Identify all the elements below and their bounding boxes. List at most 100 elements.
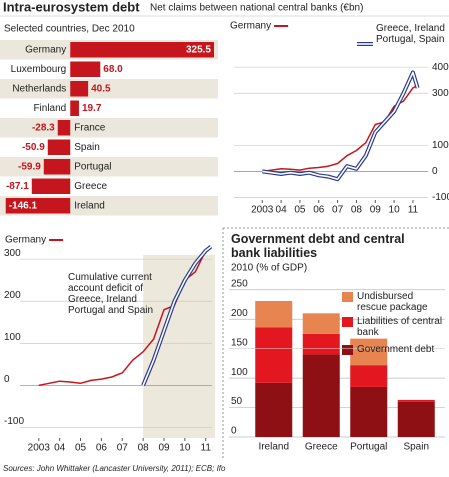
legend-label: Government debt bbox=[357, 344, 435, 355]
bar-segment bbox=[302, 333, 340, 355]
bar-segment bbox=[255, 327, 293, 383]
bar-segment bbox=[302, 313, 340, 334]
x-tick-label: 2003 bbox=[251, 205, 274, 216]
y-tick-label: 200 bbox=[231, 308, 248, 319]
page-title: Intra-eurosystem debt bbox=[3, 0, 140, 14]
x-tick-label: 11 bbox=[408, 205, 419, 216]
series-line bbox=[262, 70, 420, 182]
bar-segment bbox=[350, 386, 388, 437]
source: Sources: John Whittaker (Lancaster Unive… bbox=[3, 464, 226, 473]
value-label: -59.9 bbox=[18, 161, 41, 172]
y-tick-label: 0 bbox=[432, 166, 438, 177]
category-label: Ireland bbox=[74, 200, 105, 211]
x-tick-label: Ireland bbox=[258, 442, 289, 453]
y-tick-label: 0 bbox=[4, 374, 10, 385]
category-label: France bbox=[74, 122, 106, 133]
bar-segment bbox=[350, 365, 388, 387]
row-band bbox=[0, 118, 218, 138]
bar-segment bbox=[255, 382, 293, 437]
y-tick-label: -100 bbox=[432, 192, 449, 203]
x-tick-label: 05 bbox=[294, 205, 306, 216]
x-tick-label: 10 bbox=[389, 205, 401, 216]
x-tick-label: 05 bbox=[75, 443, 87, 454]
y-tick-label: -100 bbox=[4, 416, 24, 427]
x-tick-label: 04 bbox=[276, 205, 288, 216]
bar-segment bbox=[302, 354, 340, 437]
y-tick-label: 100 bbox=[231, 367, 248, 378]
bar bbox=[70, 61, 101, 77]
y-tick-label: 0 bbox=[231, 426, 237, 437]
value-label: -87.1 bbox=[6, 181, 29, 192]
y-tick-label: 300 bbox=[432, 88, 449, 99]
x-tick-label: 07 bbox=[117, 443, 129, 454]
value-label: -146.1 bbox=[9, 200, 38, 211]
category-label: Finland bbox=[33, 103, 66, 114]
chart-title: Government debt and central bank liabili… bbox=[231, 232, 405, 260]
bar bbox=[31, 178, 71, 194]
x-tick-label: 11 bbox=[201, 443, 212, 454]
value-label: 40.5 bbox=[91, 83, 111, 94]
y-tick-label: 300 bbox=[4, 248, 21, 259]
x-tick-label: 09 bbox=[158, 443, 170, 454]
x-tick-label: Spain bbox=[403, 442, 429, 453]
annotation: Cumulative current account deficit of Gr… bbox=[68, 272, 154, 316]
category-label: Portugal bbox=[74, 161, 111, 172]
y-tick-label: 150 bbox=[231, 337, 248, 348]
row-band bbox=[0, 79, 218, 99]
category-label: Netherlands bbox=[12, 83, 66, 94]
bar-segment bbox=[255, 300, 293, 328]
x-tick-label: Portugal bbox=[350, 442, 387, 453]
x-tick-label: 08 bbox=[138, 443, 150, 454]
value-label: -28.3 bbox=[32, 122, 55, 133]
series-line bbox=[262, 84, 418, 173]
y-tick-label: 250 bbox=[231, 278, 248, 289]
legend-label: Germany bbox=[5, 235, 46, 246]
legend-label: Undisbursed rescue package bbox=[357, 291, 428, 313]
x-tick-label: Greece bbox=[305, 442, 338, 453]
legend-label: Germany bbox=[230, 21, 271, 32]
x-tick-label: 2003 bbox=[28, 443, 51, 454]
legend-label: Liabilities of central bank bbox=[357, 316, 443, 338]
legend-swatch bbox=[342, 292, 353, 302]
shaded-region bbox=[143, 255, 215, 438]
y-tick-label: 100 bbox=[4, 332, 21, 343]
chart-subtitle: Selected countries, Dec 2010 bbox=[4, 24, 135, 35]
x-tick-label: 06 bbox=[313, 205, 325, 216]
series-line-inner bbox=[262, 71, 419, 180]
page-subtitle: Net claims between national central bank… bbox=[150, 3, 363, 14]
category-label: Luxembourg bbox=[11, 64, 67, 75]
value-label: 19.7 bbox=[82, 103, 102, 114]
legend-swatch bbox=[342, 317, 353, 327]
category-label: Greece bbox=[74, 181, 107, 192]
bar bbox=[47, 139, 71, 155]
bar bbox=[5, 198, 71, 214]
x-tick-label: 09 bbox=[370, 205, 382, 216]
legend-label: Greece, Ireland Portugal, Spain bbox=[376, 23, 445, 45]
value-label: -50.9 bbox=[22, 142, 45, 153]
y-tick-label: 100 bbox=[432, 140, 449, 151]
category-label: Spain bbox=[74, 142, 100, 153]
series-line-inner bbox=[142, 245, 212, 386]
category-label: Germany bbox=[25, 44, 66, 55]
bar bbox=[43, 159, 71, 175]
y-tick-label: 200 bbox=[4, 290, 21, 301]
bar bbox=[57, 120, 71, 136]
y-tick-label: 50 bbox=[231, 396, 243, 407]
x-tick-label: 06 bbox=[96, 443, 108, 454]
bar bbox=[70, 100, 79, 116]
bar-segment bbox=[350, 338, 388, 366]
y-tick-label: 400 bbox=[432, 62, 449, 73]
x-tick-label: 10 bbox=[179, 443, 191, 454]
bar-segment bbox=[397, 399, 435, 402]
chart-subtitle: 2010 (% of GDP) bbox=[231, 263, 307, 274]
value-label: 325.5 bbox=[186, 44, 211, 55]
value-label: 68.0 bbox=[103, 64, 123, 75]
bar bbox=[70, 42, 215, 58]
bar bbox=[70, 81, 89, 97]
legend-swatch bbox=[342, 345, 353, 355]
x-tick-label: 08 bbox=[351, 205, 363, 216]
x-tick-label: 07 bbox=[332, 205, 344, 216]
x-tick-label: 04 bbox=[54, 443, 66, 454]
